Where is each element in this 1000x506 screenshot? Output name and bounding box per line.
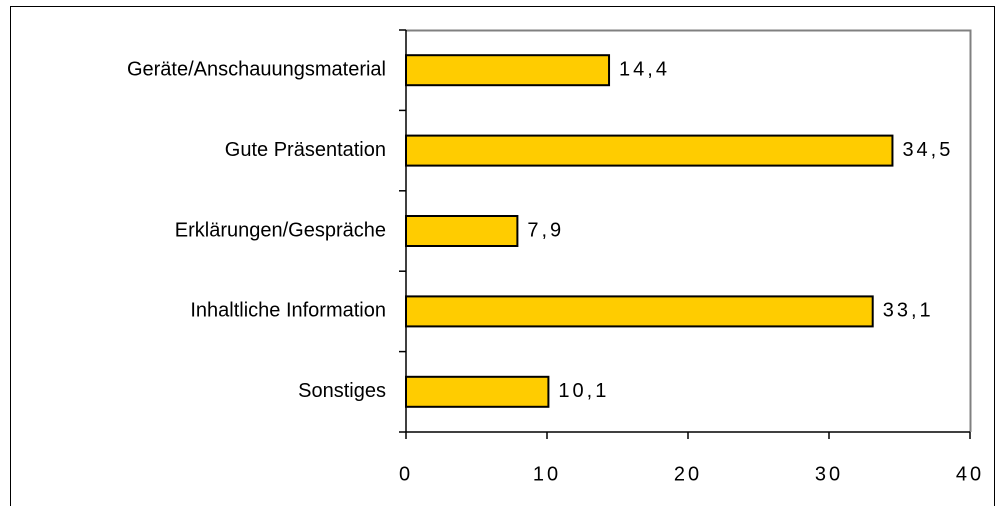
bar bbox=[405, 215, 519, 247]
value-label: 14,4 bbox=[619, 58, 670, 80]
x-tick-label: 20 bbox=[674, 463, 702, 485]
bar bbox=[405, 54, 611, 87]
x-tick-label: 10 bbox=[533, 463, 561, 485]
x-tick-label: 30 bbox=[815, 463, 843, 485]
y-tick-label: Erklärungen/Gespräche bbox=[175, 219, 386, 241]
bar bbox=[405, 134, 894, 167]
value-label: 33,1 bbox=[883, 300, 934, 322]
bar bbox=[405, 375, 550, 408]
y-tick-label: Geräte/Anschauungsmaterial bbox=[127, 58, 386, 80]
value-label: 7,9 bbox=[527, 219, 564, 241]
bar bbox=[405, 295, 874, 328]
chart-border bbox=[10, 6, 995, 506]
y-tick-label: Sonstiges bbox=[298, 380, 386, 402]
x-tick-label: 0 bbox=[399, 463, 413, 485]
y-tick-label: Gute Präsentation bbox=[225, 139, 386, 161]
value-label: 34,5 bbox=[902, 139, 953, 161]
y-tick-label: Inhaltliche Information bbox=[190, 300, 386, 322]
x-tick-label: 40 bbox=[956, 463, 984, 485]
plot-border bbox=[406, 29, 972, 432]
value-label: 10,1 bbox=[558, 380, 609, 402]
